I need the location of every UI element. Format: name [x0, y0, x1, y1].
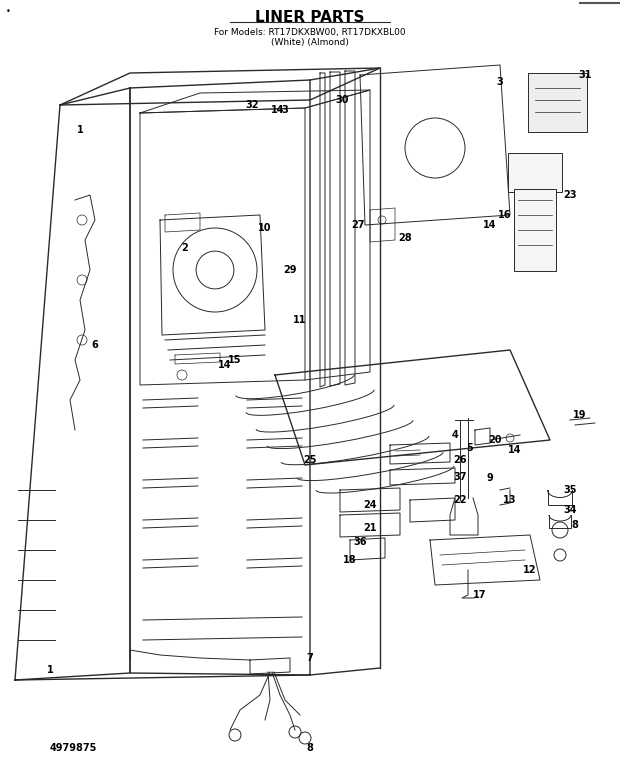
Text: 6: 6 [92, 340, 99, 350]
Text: 20: 20 [489, 435, 502, 445]
Text: 26: 26 [453, 455, 467, 465]
Text: 23: 23 [563, 190, 577, 200]
Text: 36: 36 [353, 537, 367, 547]
Text: 28: 28 [398, 233, 412, 243]
Text: 32: 32 [246, 100, 259, 110]
Text: 31: 31 [578, 70, 591, 80]
Text: 2: 2 [182, 243, 188, 253]
FancyBboxPatch shape [508, 153, 562, 192]
Text: 21: 21 [363, 523, 377, 533]
Text: 3: 3 [497, 77, 503, 87]
Text: 14: 14 [483, 220, 497, 230]
Text: 13: 13 [503, 495, 516, 505]
Text: 8: 8 [572, 520, 578, 530]
Text: 14: 14 [218, 360, 232, 370]
Text: 25: 25 [303, 455, 317, 465]
Text: 14: 14 [508, 445, 522, 455]
Text: 27: 27 [352, 220, 365, 230]
Text: 29: 29 [283, 265, 297, 275]
Text: 12: 12 [523, 565, 537, 575]
Text: 14: 14 [272, 105, 285, 115]
Text: 17: 17 [473, 590, 487, 600]
Text: 24: 24 [363, 500, 377, 510]
Text: 18: 18 [343, 555, 357, 565]
Text: (White) (Almond): (White) (Almond) [271, 37, 349, 46]
Text: 34: 34 [563, 505, 577, 515]
Text: 9: 9 [487, 473, 494, 483]
Text: 3: 3 [281, 105, 288, 115]
Text: 4: 4 [451, 430, 458, 440]
Text: 22: 22 [453, 495, 467, 505]
Text: •: • [6, 8, 11, 17]
Text: 30: 30 [335, 95, 348, 105]
Text: For Models: RT17DKXBW00, RT17DKXBL00: For Models: RT17DKXBW00, RT17DKXBL00 [214, 27, 406, 36]
FancyBboxPatch shape [528, 73, 587, 132]
Text: 10: 10 [259, 223, 272, 233]
Text: 16: 16 [498, 210, 511, 220]
Text: 19: 19 [574, 410, 587, 420]
Text: 4979875: 4979875 [50, 743, 97, 753]
Text: 15: 15 [228, 355, 242, 365]
Text: 1: 1 [46, 665, 53, 675]
Text: 35: 35 [563, 485, 577, 495]
Text: 7: 7 [307, 653, 313, 663]
Text: 5: 5 [467, 443, 474, 453]
FancyBboxPatch shape [514, 189, 556, 271]
Text: 11: 11 [293, 315, 307, 325]
Text: 37: 37 [453, 472, 467, 482]
Text: LINER PARTS: LINER PARTS [255, 11, 365, 26]
Text: 8: 8 [306, 743, 314, 753]
Text: 1: 1 [77, 125, 83, 135]
